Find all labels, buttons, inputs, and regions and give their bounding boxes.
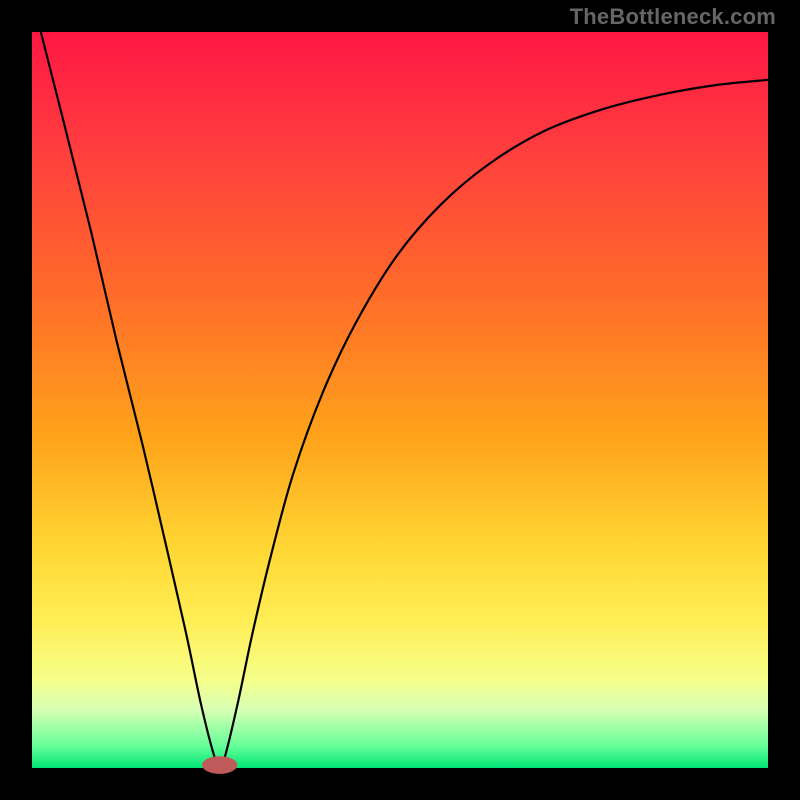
bottleneck-minimum-marker [202,756,237,774]
attribution-watermark: TheBottleneck.com [570,4,776,30]
plot-gradient-background [32,32,768,768]
chart-container: TheBottleneck.com [0,0,800,800]
bottleneck-chart-svg [0,0,800,800]
